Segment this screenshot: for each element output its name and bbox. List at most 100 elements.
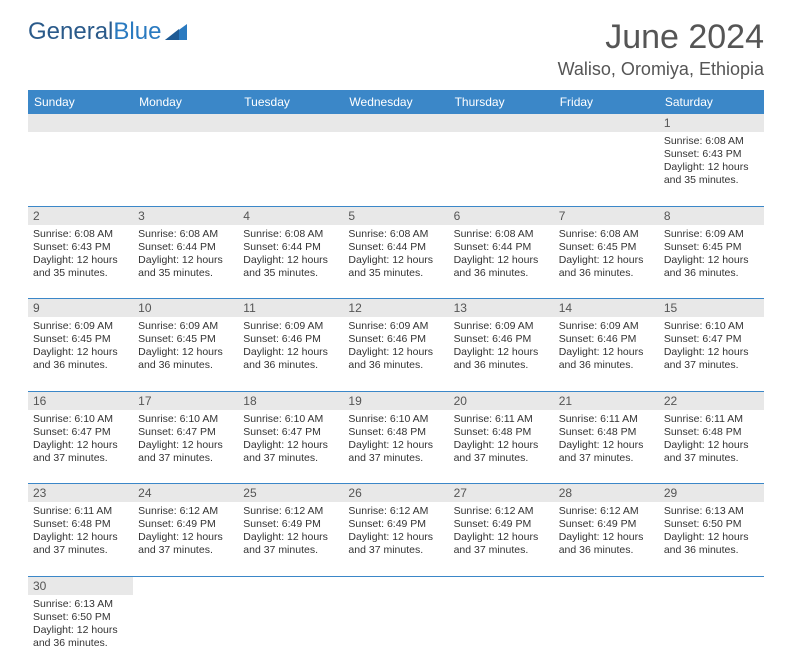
day-cell: Sunrise: 6:12 AMSunset: 6:49 PMDaylight:…: [133, 502, 238, 576]
daylight-text-1: Daylight: 12 hours: [138, 346, 233, 359]
sunrise-text: Sunrise: 6:10 AM: [243, 413, 338, 426]
sunset-text: Sunset: 6:46 PM: [243, 333, 338, 346]
daylight-text-2: and 37 minutes.: [138, 452, 233, 465]
day-number-cell: 7: [554, 206, 659, 225]
day-number: 5: [348, 209, 355, 223]
day-number: 16: [33, 394, 46, 408]
sunset-text: Sunset: 6:43 PM: [33, 241, 128, 254]
day-number-cell: 12: [343, 299, 448, 318]
sunset-text: Sunset: 6:44 PM: [454, 241, 549, 254]
col-friday: Friday: [554, 90, 659, 114]
day-number: 17: [138, 394, 151, 408]
daylight-text-2: and 37 minutes.: [33, 452, 128, 465]
day-number-cell: 9: [28, 299, 133, 318]
day-cell: [238, 132, 343, 206]
calendar-table: Sunday Monday Tuesday Wednesday Thursday…: [28, 90, 764, 669]
day-cell: Sunrise: 6:11 AMSunset: 6:48 PMDaylight:…: [28, 502, 133, 576]
day-number: 4: [243, 209, 250, 223]
day-cell: Sunrise: 6:09 AMSunset: 6:45 PMDaylight:…: [659, 225, 764, 299]
daylight-text-1: Daylight: 12 hours: [559, 346, 654, 359]
day-header-row: Sunday Monday Tuesday Wednesday Thursday…: [28, 90, 764, 114]
month-title: June 2024: [558, 18, 764, 57]
day-cell: Sunrise: 6:12 AMSunset: 6:49 PMDaylight:…: [238, 502, 343, 576]
day-number-cell: [238, 576, 343, 595]
sunset-text: Sunset: 6:49 PM: [559, 518, 654, 531]
daylight-text-2: and 35 minutes.: [33, 267, 128, 280]
daylight-text-1: Daylight: 12 hours: [454, 346, 549, 359]
col-thursday: Thursday: [449, 90, 554, 114]
day-number-cell: [343, 576, 448, 595]
daylight-text-1: Daylight: 12 hours: [138, 531, 233, 544]
sunrise-text: Sunrise: 6:08 AM: [243, 228, 338, 241]
daylight-text-2: and 35 minutes.: [138, 267, 233, 280]
day-number: 18: [243, 394, 256, 408]
sunset-text: Sunset: 6:47 PM: [33, 426, 128, 439]
day-number-cell: [238, 114, 343, 132]
day-number-cell: 5: [343, 206, 448, 225]
sunset-text: Sunset: 6:47 PM: [243, 426, 338, 439]
day-number-cell: [554, 114, 659, 132]
day-number: 6: [454, 209, 461, 223]
sunset-text: Sunset: 6:50 PM: [664, 518, 759, 531]
day-number: 24: [138, 486, 151, 500]
day-number: 13: [454, 301, 467, 315]
day-number-cell: 16: [28, 391, 133, 410]
day-number: 7: [559, 209, 566, 223]
sunset-text: Sunset: 6:46 PM: [454, 333, 549, 346]
daylight-text-2: and 35 minutes.: [348, 267, 443, 280]
day-number: 20: [454, 394, 467, 408]
sunrise-text: Sunrise: 6:08 AM: [33, 228, 128, 241]
day-number-cell: [659, 576, 764, 595]
day-number-cell: 27: [449, 484, 554, 503]
daylight-text-2: and 35 minutes.: [243, 267, 338, 280]
sunset-text: Sunset: 6:49 PM: [454, 518, 549, 531]
daylight-text-2: and 36 minutes.: [243, 359, 338, 372]
day-number-cell: 17: [133, 391, 238, 410]
sunset-text: Sunset: 6:46 PM: [559, 333, 654, 346]
day-number: 22: [664, 394, 677, 408]
daylight-text-1: Daylight: 12 hours: [348, 531, 443, 544]
day-cell: Sunrise: 6:08 AMSunset: 6:44 PMDaylight:…: [449, 225, 554, 299]
day-cell: Sunrise: 6:11 AMSunset: 6:48 PMDaylight:…: [659, 410, 764, 484]
daylight-text-2: and 37 minutes.: [33, 544, 128, 557]
sunset-text: Sunset: 6:46 PM: [348, 333, 443, 346]
day-cell: Sunrise: 6:12 AMSunset: 6:49 PMDaylight:…: [554, 502, 659, 576]
day-number-cell: 3: [133, 206, 238, 225]
sunset-text: Sunset: 6:49 PM: [243, 518, 338, 531]
sunrise-text: Sunrise: 6:09 AM: [138, 320, 233, 333]
day-number-cell: 2: [28, 206, 133, 225]
sunset-text: Sunset: 6:48 PM: [348, 426, 443, 439]
daylight-text-1: Daylight: 12 hours: [33, 439, 128, 452]
day-cell: [343, 132, 448, 206]
day-number-row: 23242526272829: [28, 484, 764, 503]
sunrise-text: Sunrise: 6:12 AM: [243, 505, 338, 518]
sunrise-text: Sunrise: 6:08 AM: [454, 228, 549, 241]
sunrise-text: Sunrise: 6:08 AM: [348, 228, 443, 241]
daylight-text-1: Daylight: 12 hours: [348, 439, 443, 452]
sunrise-text: Sunrise: 6:12 AM: [138, 505, 233, 518]
day-number: 1: [664, 116, 671, 130]
sunrise-text: Sunrise: 6:08 AM: [664, 135, 759, 148]
day-number-cell: 18: [238, 391, 343, 410]
location-text: Waliso, Oromiya, Ethiopia: [558, 59, 764, 80]
sunrise-text: Sunrise: 6:10 AM: [33, 413, 128, 426]
day-cell: Sunrise: 6:08 AMSunset: 6:43 PMDaylight:…: [28, 225, 133, 299]
sunset-text: Sunset: 6:50 PM: [33, 611, 128, 624]
day-cell: [554, 595, 659, 669]
daylight-text-2: and 36 minutes.: [33, 637, 128, 650]
daylight-text-1: Daylight: 12 hours: [348, 254, 443, 267]
day-number: 25: [243, 486, 256, 500]
sail-icon: [165, 22, 191, 42]
day-cell: Sunrise: 6:12 AMSunset: 6:49 PMDaylight:…: [343, 502, 448, 576]
daylight-text-2: and 37 minutes.: [664, 452, 759, 465]
daylight-text-2: and 37 minutes.: [664, 359, 759, 372]
daylight-text-1: Daylight: 12 hours: [33, 346, 128, 359]
day-number-cell: 23: [28, 484, 133, 503]
day-cell: [449, 132, 554, 206]
day-cell: Sunrise: 6:09 AMSunset: 6:46 PMDaylight:…: [554, 317, 659, 391]
sunrise-text: Sunrise: 6:12 AM: [559, 505, 654, 518]
sunrise-text: Sunrise: 6:09 AM: [348, 320, 443, 333]
daylight-text-2: and 36 minutes.: [348, 359, 443, 372]
week-row: Sunrise: 6:10 AMSunset: 6:47 PMDaylight:…: [28, 410, 764, 484]
day-cell: [133, 132, 238, 206]
